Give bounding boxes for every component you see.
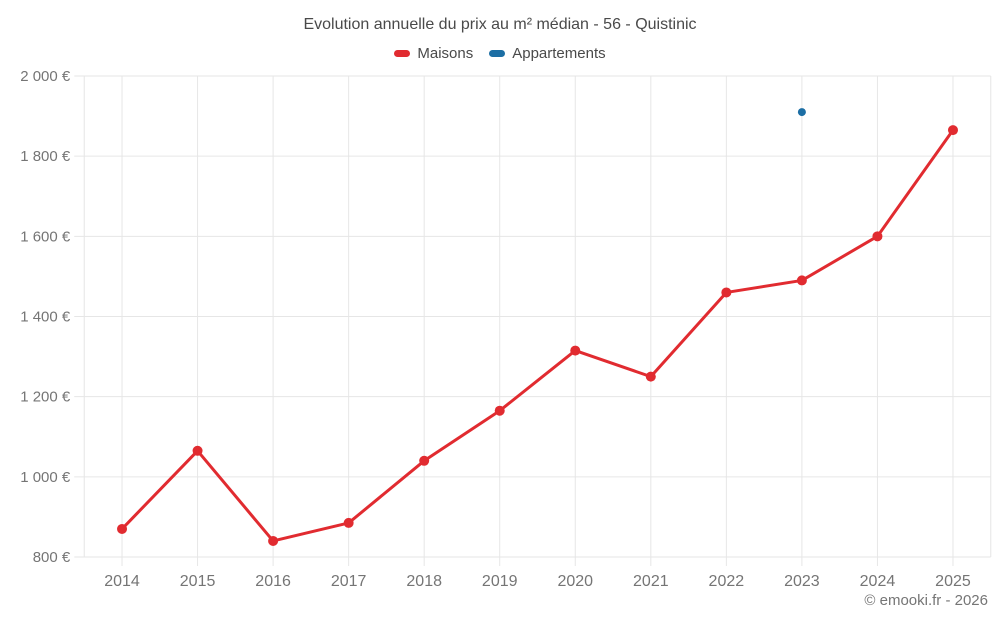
svg-text:1 000 €: 1 000 € <box>20 469 71 486</box>
legend-item-appartements[interactable]: Appartements <box>489 45 606 62</box>
svg-text:2022: 2022 <box>709 573 745 590</box>
svg-text:1 800 €: 1 800 € <box>20 148 71 165</box>
svg-text:2019: 2019 <box>482 573 518 590</box>
maisons-series-swatch-icon <box>394 50 411 57</box>
svg-text:2018: 2018 <box>406 573 442 590</box>
svg-text:1 400 €: 1 400 € <box>20 309 71 326</box>
svg-text:1 200 €: 1 200 € <box>20 389 71 406</box>
svg-text:2021: 2021 <box>633 573 669 590</box>
svg-text:2024: 2024 <box>860 573 896 590</box>
legend-item-maisons[interactable]: Maisons <box>394 45 473 62</box>
legend-label-maisons: Maisons <box>417 45 474 62</box>
svg-text:2025: 2025 <box>935 573 971 590</box>
svg-text:1 600 €: 1 600 € <box>20 228 71 245</box>
svg-text:2014: 2014 <box>104 573 140 590</box>
svg-text:2015: 2015 <box>180 573 216 590</box>
svg-text:2016: 2016 <box>255 573 291 590</box>
legend: Maisons Appartements <box>0 45 1000 62</box>
svg-text:2 000 €: 2 000 € <box>20 68 71 85</box>
chart-title: Evolution annuelle du prix au m² médian … <box>303 16 697 33</box>
svg-text:800 €: 800 € <box>33 549 71 566</box>
copyright: © emooki.fr - 2026 <box>864 592 988 609</box>
svg-text:2020: 2020 <box>557 573 593 590</box>
legend-label-appartements: Appartements <box>512 45 606 62</box>
svg-text:2023: 2023 <box>784 573 820 590</box>
svg-text:2017: 2017 <box>331 573 367 590</box>
appartements-series-swatch-icon <box>489 50 506 57</box>
